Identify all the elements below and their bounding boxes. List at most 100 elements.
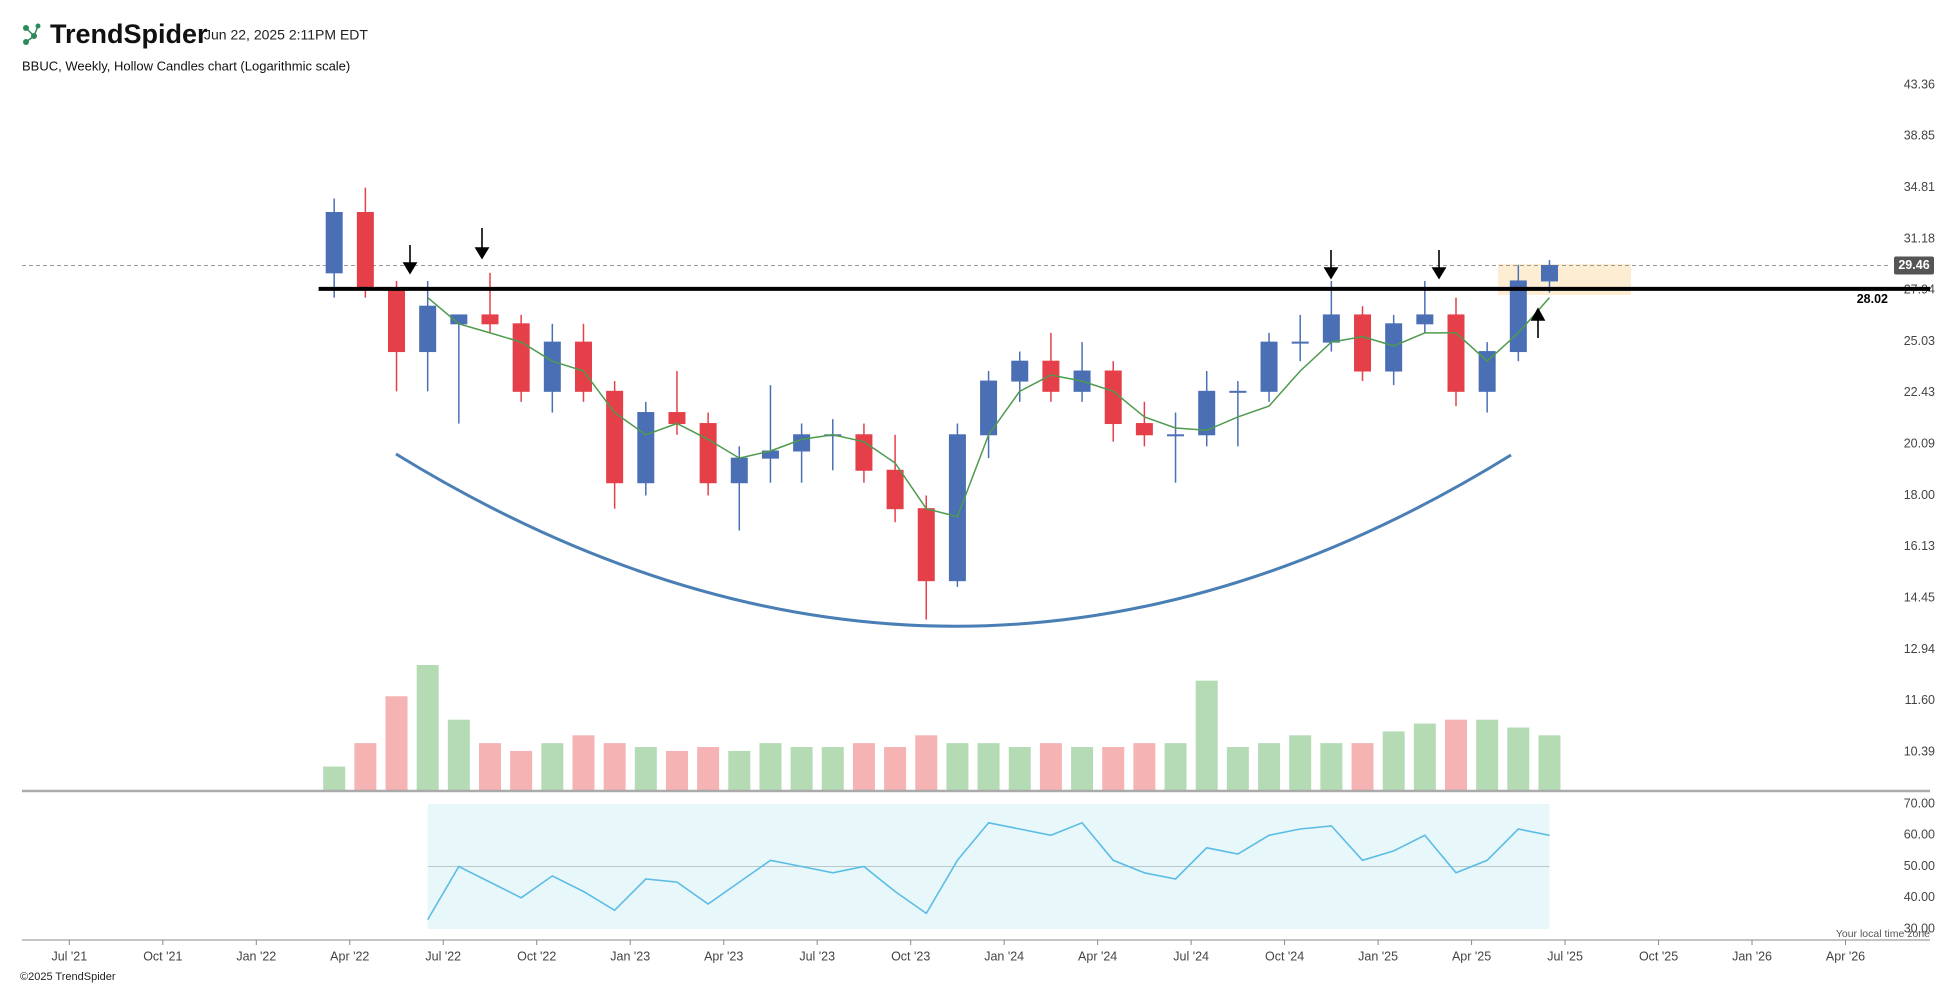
x-tick-label: Jan '22 — [236, 949, 276, 963]
logo-icon — [23, 23, 41, 45]
x-tick-label: Oct '24 — [1265, 949, 1304, 963]
volume-bar — [1039, 743, 1062, 790]
candle-body — [668, 412, 686, 425]
y-tick-label: 34.81 — [1904, 180, 1935, 194]
x-tick-label: Jan '26 — [1732, 949, 1772, 963]
candle-body — [1104, 370, 1122, 425]
volume-bar — [1008, 747, 1031, 790]
candle-body — [512, 323, 530, 392]
candle-body — [1509, 280, 1527, 353]
arrows — [402, 228, 1546, 338]
volume-bar — [697, 747, 720, 790]
volume-bar — [1289, 735, 1312, 790]
volume-bar — [1071, 747, 1094, 790]
volume-bar — [884, 747, 907, 790]
candle-body — [1198, 390, 1216, 436]
rsi-tick-label: 30.00 — [1904, 921, 1935, 935]
candle-body — [886, 469, 904, 510]
last-price-box — [1894, 256, 1934, 275]
candle-body — [1135, 423, 1153, 436]
candle-body — [325, 211, 343, 274]
x-tick-label: Apr '26 — [1826, 949, 1865, 963]
volume-bar — [1382, 731, 1405, 790]
candle-body — [1478, 351, 1496, 392]
y-tick-label: 12.94 — [1904, 642, 1935, 656]
volume-bar — [541, 743, 564, 790]
volume-bar — [946, 743, 969, 790]
x-tick-label: Apr '25 — [1452, 949, 1491, 963]
volume-bar — [1445, 719, 1467, 790]
candle-body — [481, 314, 499, 325]
x-tick-label: Oct '23 — [891, 949, 930, 963]
volume-bar — [1538, 735, 1561, 790]
volume-bar — [479, 743, 501, 790]
candle-body — [730, 457, 748, 484]
volume-bar — [510, 750, 533, 790]
candle-body — [419, 305, 437, 353]
candle-body — [948, 434, 966, 582]
candle-body — [1011, 360, 1029, 382]
volume-bar — [665, 750, 688, 790]
volume-bar — [1351, 743, 1374, 790]
volume-bar — [603, 743, 626, 790]
candle-body — [1354, 314, 1372, 372]
rsi-line — [427, 821, 1550, 921]
timestamp: Jun 22, 2025 2:11PM EDT — [204, 27, 368, 43]
volume-bar — [1102, 747, 1125, 790]
candle-body — [637, 412, 655, 484]
volume-bar — [634, 747, 657, 790]
y-tick-label: 20.09 — [1904, 437, 1935, 451]
x-tick-label: Jul '24 — [1173, 949, 1209, 963]
last-price-label: 29.46 — [1898, 258, 1929, 272]
x-tick-label: Oct '25 — [1639, 949, 1678, 963]
candle-body — [699, 423, 717, 484]
volume-bar — [572, 735, 595, 790]
volume-bar — [1320, 743, 1343, 790]
volume-bar — [728, 750, 751, 790]
y-tick-label: 43.36 — [1904, 77, 1935, 91]
candle-body — [1385, 323, 1403, 372]
y-tick-label: 16.13 — [1904, 539, 1935, 553]
x-tick-label: Apr '22 — [330, 949, 369, 963]
volume-bar — [915, 735, 938, 790]
volume-bar — [821, 747, 844, 790]
rsi-tick-label: 50.00 — [1904, 859, 1935, 873]
copyright: ©2025 TrendSpider — [20, 971, 116, 983]
rsi-tick-label: 60.00 — [1904, 828, 1935, 842]
volume-bar — [447, 719, 470, 790]
x-tick-label: Oct '21 — [143, 949, 182, 963]
y-tick-label: 22.43 — [1904, 385, 1935, 399]
volume-bar — [977, 743, 1000, 790]
volume-bar — [416, 665, 439, 790]
volume-bar — [323, 766, 346, 790]
rsi-tick-label: 70.00 — [1904, 796, 1935, 810]
y-tick-label: 25.03 — [1904, 334, 1935, 348]
x-tick-label: Jul '25 — [1547, 949, 1583, 963]
x-tick-label: Apr '23 — [704, 949, 743, 963]
candle-body — [1416, 314, 1434, 325]
volume-bar — [759, 743, 782, 790]
candle-body — [1229, 390, 1247, 393]
moving-average — [427, 297, 1551, 518]
candle-body — [356, 211, 374, 290]
candle-body — [388, 288, 406, 353]
x-tick-label: Jul '22 — [425, 949, 461, 963]
rsi-tick-label: 40.00 — [1904, 890, 1935, 904]
candle-body — [1447, 314, 1465, 392]
candle-body — [1260, 341, 1278, 392]
volume-bar — [1195, 680, 1218, 790]
x-tick-label: Jan '24 — [984, 949, 1024, 963]
y-tick-label: 31.18 — [1904, 231, 1935, 245]
logo: TrendSpider — [50, 19, 208, 49]
candle-body — [574, 341, 592, 392]
volume-bar — [1476, 719, 1499, 790]
volume-bar — [1164, 743, 1187, 790]
volume-bar — [1226, 747, 1249, 790]
volume-bar — [354, 743, 377, 790]
y-tick-label: 14.45 — [1904, 590, 1935, 604]
volume-bar — [1133, 743, 1156, 790]
x-tick-label: Jul '21 — [51, 949, 87, 963]
chart-title: BBUC, Weekly, Hollow Candles chart (Loga… — [22, 58, 350, 73]
